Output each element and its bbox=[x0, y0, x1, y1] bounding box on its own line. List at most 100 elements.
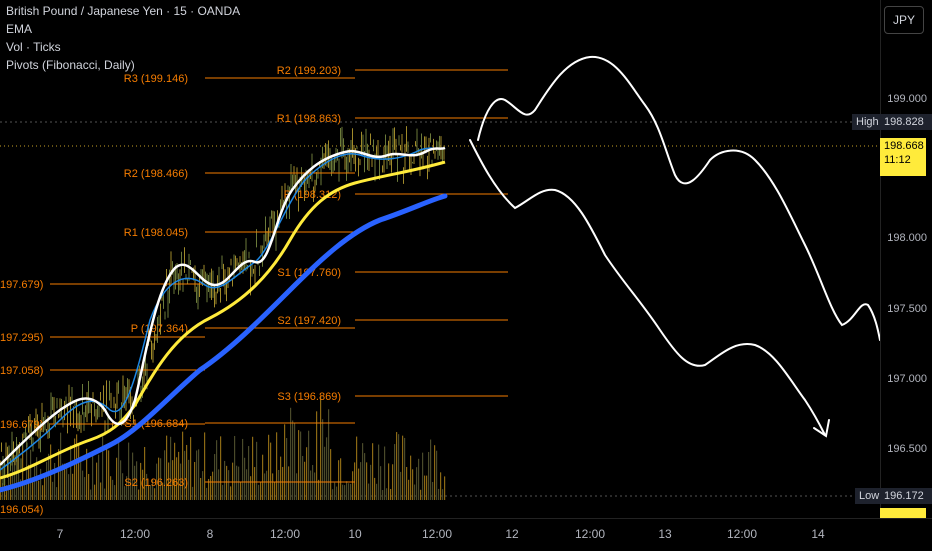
volume-bar bbox=[326, 437, 328, 500]
volume-bar bbox=[424, 475, 426, 500]
volume-bar bbox=[220, 436, 222, 500]
pivots-legend[interactable]: Pivots (Fibonacci, Daily) bbox=[6, 58, 135, 72]
volume-bar bbox=[250, 476, 252, 500]
volume-bar bbox=[42, 485, 44, 500]
symbol-title[interactable]: British Pound / Japanese Yen · 15 · OAND… bbox=[6, 4, 241, 18]
volume-bar bbox=[148, 485, 150, 500]
pivots-day0 bbox=[50, 283, 205, 425]
volume-bar bbox=[168, 462, 170, 500]
price-chart[interactable]: R3 (199.146) R2 (198.466) R1 (198.045) P… bbox=[0, 0, 880, 518]
projection-arrowhead bbox=[813, 419, 830, 438]
high-tag-value: 198.828 bbox=[880, 114, 932, 130]
volume-bar bbox=[124, 486, 126, 500]
volume-bar bbox=[232, 462, 234, 500]
volume-bar bbox=[370, 464, 372, 500]
x-tick: 13 bbox=[658, 527, 672, 541]
volume-bar bbox=[276, 432, 278, 500]
volume-bar bbox=[386, 488, 388, 500]
volume-bar bbox=[380, 466, 382, 500]
volume-bar bbox=[214, 454, 216, 500]
volume-bar bbox=[440, 472, 442, 500]
volume-bar bbox=[274, 482, 276, 500]
volume-bar bbox=[342, 484, 344, 500]
y-tick: 197.000 bbox=[887, 373, 927, 385]
volume-bar bbox=[284, 424, 286, 500]
volume-bar bbox=[146, 473, 148, 500]
volume-bar bbox=[134, 465, 136, 500]
volume-bar bbox=[48, 453, 50, 500]
volume-bar bbox=[374, 477, 376, 500]
volume-bar bbox=[164, 450, 166, 500]
volume-bar bbox=[64, 463, 66, 500]
y-tick: 196.500 bbox=[887, 443, 927, 455]
volume-bar bbox=[24, 482, 26, 500]
volume-bar bbox=[178, 451, 180, 500]
volume-bar bbox=[246, 469, 248, 500]
volume-bar bbox=[44, 475, 46, 500]
currency-button[interactable]: JPY bbox=[884, 6, 924, 34]
pivot0-d-label: 196.679) bbox=[0, 419, 43, 431]
volume-bar bbox=[296, 473, 298, 500]
volume-bar bbox=[270, 442, 272, 500]
volume-bar bbox=[388, 463, 390, 500]
volume-bar bbox=[372, 443, 374, 500]
price-axis[interactable]: 199.000 198.000 197.500 197.000 196.500 bbox=[880, 0, 932, 518]
volume-bar bbox=[282, 466, 284, 500]
volume-bar bbox=[210, 476, 212, 500]
volume-bar bbox=[260, 481, 262, 500]
volume-bar bbox=[416, 467, 418, 500]
volume-bar bbox=[106, 447, 108, 500]
pivots-day0-labels: 197.679) 197.295) 197.058) 196.679) 196.… bbox=[0, 279, 43, 516]
pivots-day1-labels: R3 (199.146) R2 (198.466) R1 (198.045) P… bbox=[124, 73, 188, 489]
volume-bar bbox=[100, 482, 102, 500]
volume-bar bbox=[286, 438, 288, 500]
volume-bar bbox=[302, 455, 304, 500]
volume-bar bbox=[94, 484, 96, 500]
volume-bar bbox=[404, 437, 406, 500]
volume-bar bbox=[332, 489, 334, 500]
volume-bar bbox=[196, 450, 198, 500]
pivot2-s3-label: S3 (196.869) bbox=[277, 391, 341, 403]
volume-bar bbox=[278, 469, 280, 500]
volume-bar bbox=[92, 454, 94, 500]
x-tick: 12:00 bbox=[574, 527, 606, 541]
volume-bar bbox=[290, 407, 292, 500]
volume-bar bbox=[324, 446, 326, 500]
volume-bars bbox=[0, 396, 446, 500]
volume-bar bbox=[292, 420, 294, 500]
volume-bar bbox=[256, 441, 258, 500]
volume-bar bbox=[154, 488, 156, 500]
volume-bar bbox=[334, 482, 336, 500]
volume-bar bbox=[110, 476, 112, 500]
volume-bar bbox=[248, 446, 250, 500]
time-axis[interactable]: 7 12:00 8 12:00 10 12:00 12 12:00 13 12:… bbox=[0, 518, 932, 551]
volume-bar bbox=[72, 473, 74, 500]
projection-upper-path bbox=[477, 55, 880, 341]
volume-bar bbox=[80, 456, 82, 500]
volume-bar bbox=[218, 469, 220, 500]
volume-bar bbox=[198, 449, 200, 500]
volume-bar bbox=[54, 462, 56, 500]
pivot0-e-label: 196.054) bbox=[0, 504, 43, 516]
volume-bar bbox=[30, 449, 32, 500]
volume-bar bbox=[436, 450, 438, 500]
volume-tag bbox=[880, 508, 926, 518]
volume-bar bbox=[298, 430, 300, 500]
volume-bar bbox=[104, 488, 106, 500]
pivot-r1-label: R1 (198.045) bbox=[124, 227, 188, 239]
volume-bar bbox=[208, 478, 210, 500]
volume-bar bbox=[98, 454, 100, 500]
volume-bar bbox=[364, 453, 366, 500]
volume-bar bbox=[406, 466, 408, 500]
x-tick: 12 bbox=[505, 527, 519, 541]
volume-bar bbox=[122, 473, 124, 500]
volume-bar bbox=[188, 459, 190, 500]
volume-bar bbox=[184, 450, 186, 500]
volume-legend[interactable]: Vol · Ticks bbox=[6, 40, 61, 54]
volume-bar bbox=[66, 462, 68, 500]
volume-bar bbox=[356, 436, 358, 500]
volume-bar bbox=[140, 462, 142, 500]
ema-legend[interactable]: EMA bbox=[6, 22, 33, 36]
volume-bar bbox=[322, 419, 324, 500]
volume-bar bbox=[56, 487, 58, 500]
